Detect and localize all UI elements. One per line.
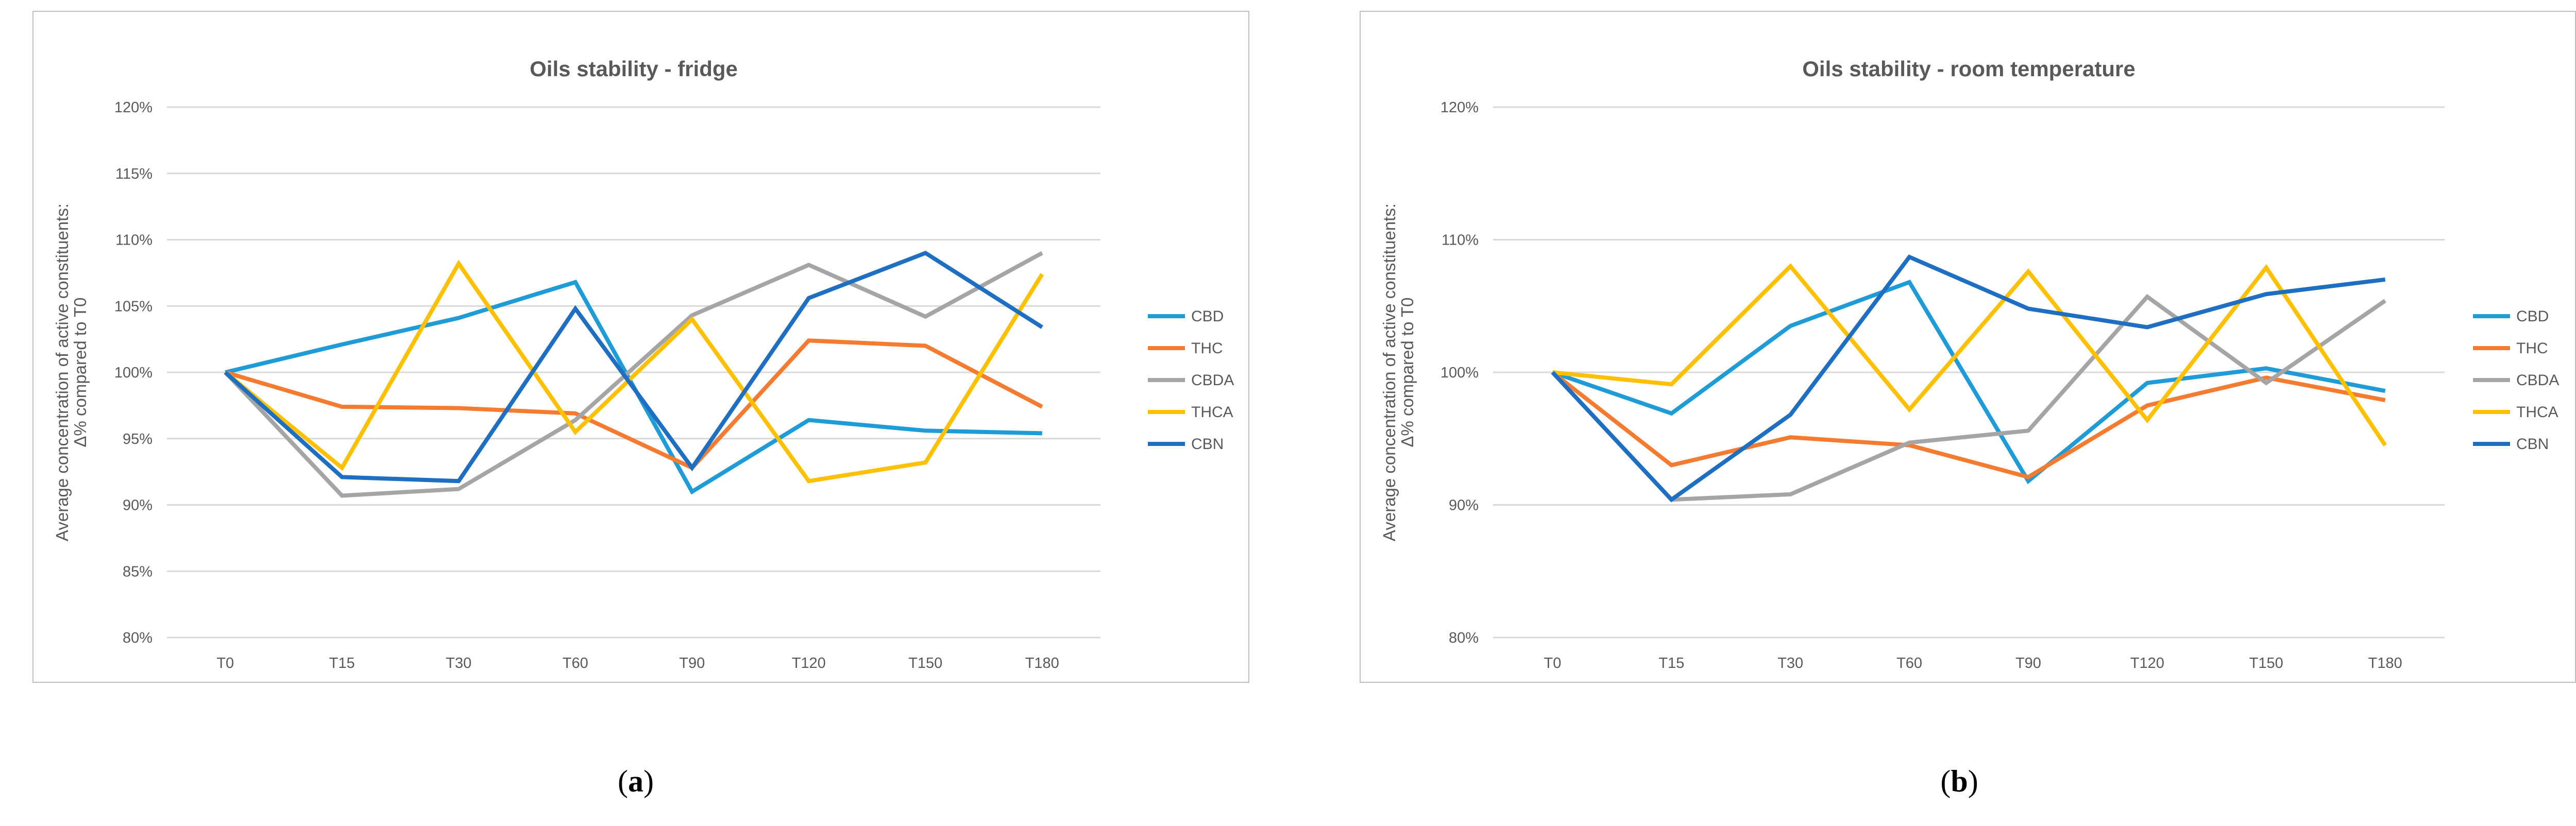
y-tick-label: 100% — [1440, 365, 1479, 381]
y-tick-label: 95% — [123, 431, 152, 448]
y-axis-label: Average concentration of active constitu… — [1380, 203, 1399, 541]
x-tick-label: T90 — [2015, 655, 2041, 672]
y-tick-label: 120% — [114, 99, 152, 116]
legend-label-thc: THC — [2516, 340, 2548, 357]
x-tick-label: T90 — [679, 655, 705, 672]
x-tick-label: T150 — [2249, 655, 2283, 672]
panel-caption: (a) — [618, 764, 654, 798]
series-line-thca — [1552, 263, 2387, 446]
x-tick-label: T180 — [2368, 655, 2402, 672]
x-tick-label: T30 — [446, 655, 471, 672]
x-tick-label: T180 — [1025, 655, 1059, 672]
panel-caption: (b) — [1940, 764, 1978, 798]
x-tick-label: T120 — [792, 655, 826, 672]
legend-label-cbda: CBDA — [1191, 372, 1234, 389]
chart-panel-b: Oils stability - room temperature 80% 90% 1… — [1360, 11, 2576, 798]
x-tick-label: T0 — [216, 655, 234, 672]
y-tick-label: 120% — [1440, 99, 1479, 116]
y-tick-label: 110% — [115, 232, 152, 249]
y-tick-label: 80% — [1449, 630, 1479, 646]
legend-label-cbd: CBD — [1191, 308, 1224, 325]
y-tick-label: 80% — [123, 630, 152, 646]
caption-open-paren: ( — [618, 764, 628, 798]
series-line-thc — [1551, 370, 2386, 479]
y-tick-label: 90% — [1449, 497, 1479, 514]
y-axis-label-line2: Δ% compared to T0 — [1398, 297, 1417, 447]
chart-frame — [32, 11, 1249, 683]
series-line-cbda — [1551, 294, 2386, 502]
x-tick-label: T15 — [1658, 655, 1684, 672]
series-line-cbda — [224, 251, 1043, 498]
y-tick-label: 85% — [123, 563, 152, 580]
y-tick-label: 100% — [114, 365, 152, 381]
legend-label-cbda: CBDA — [2516, 372, 2559, 389]
chart-frame — [1360, 11, 2576, 683]
caption-close-paren: ) — [643, 764, 654, 798]
x-tick-label: T0 — [1544, 655, 1562, 672]
caption-close-paren: ) — [1968, 764, 1978, 798]
caption-open-paren: ( — [1940, 764, 1951, 798]
y-tick-label: 105% — [114, 298, 152, 315]
x-tick-label: T30 — [1777, 655, 1803, 672]
legend-label-cbn: CBN — [2516, 436, 2549, 453]
x-tick-label: T150 — [908, 655, 942, 672]
series-line-thc — [225, 338, 1043, 471]
legend-label-thc: THC — [1191, 340, 1223, 357]
legend-label-thca: THCA — [1191, 404, 1233, 421]
x-tick-label: T60 — [563, 655, 588, 672]
caption-letter: b — [1951, 764, 1968, 798]
legend-label-thca: THCA — [2516, 404, 2558, 421]
chart-title: Oils stability - room temperature — [1802, 57, 2136, 81]
x-tick-label: T15 — [329, 655, 355, 672]
chart-title: Oils stability - fridge — [530, 57, 738, 81]
series-line-cbn — [224, 250, 1043, 484]
chart-panel-a: Oils stability - fridge 80% 85% 90% 95% 100% 1… — [32, 11, 1249, 798]
x-tick-label: T120 — [2130, 655, 2164, 672]
series-line-thca — [224, 260, 1044, 484]
legend-label-cbn: CBN — [1191, 436, 1224, 453]
y-tick-label: 110% — [1442, 232, 1479, 249]
y-axis-label: Average concentration of active constitu… — [53, 203, 72, 541]
legend-label-cbd: CBD — [2516, 308, 2549, 325]
y-tick-label: 90% — [123, 497, 152, 514]
y-tick-label: 115% — [115, 166, 152, 182]
series-line-cbn — [1551, 254, 2386, 503]
x-tick-label: T60 — [1896, 655, 1922, 672]
y-axis-label-line2: Δ% compared to T0 — [71, 297, 90, 447]
caption-letter: a — [628, 764, 643, 798]
